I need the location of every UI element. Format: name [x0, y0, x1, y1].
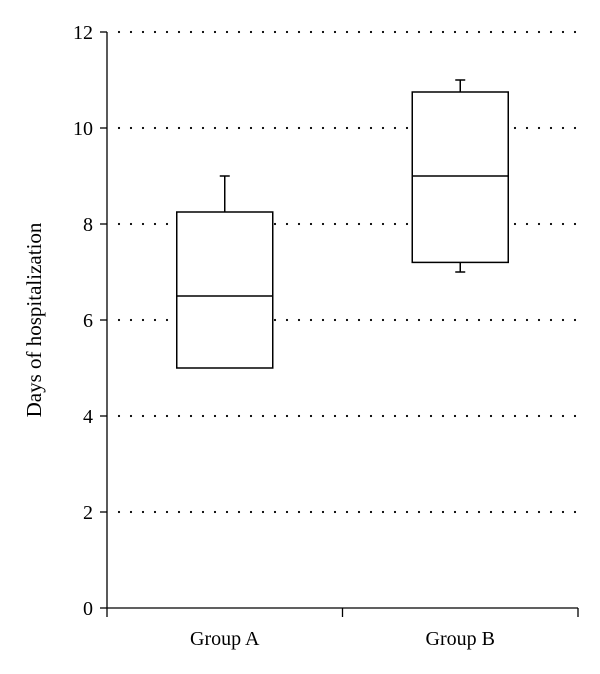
y-ticks: 0 2 4 6 8 10 12 [73, 22, 107, 620]
iqr-box [411, 91, 509, 264]
y-tick-label: 0 [83, 598, 93, 620]
boxes [176, 79, 509, 369]
iqr-box [176, 211, 274, 369]
y-axis-title: Days of hospitalization [22, 222, 46, 417]
y-tick-label: 12 [73, 22, 93, 44]
x-tick-label: Group B [426, 628, 495, 650]
y-tick-label: 6 [83, 310, 93, 332]
x-tick-label: Group A [190, 628, 260, 650]
y-tick-label: 2 [83, 502, 93, 524]
y-tick-label: 10 [73, 118, 93, 140]
box-group-b [411, 79, 509, 273]
y-tick-label: 4 [83, 406, 93, 428]
box-group-a [176, 175, 274, 369]
y-tick-label: 8 [83, 214, 93, 236]
x-ticks: Group A Group B [106, 608, 579, 650]
